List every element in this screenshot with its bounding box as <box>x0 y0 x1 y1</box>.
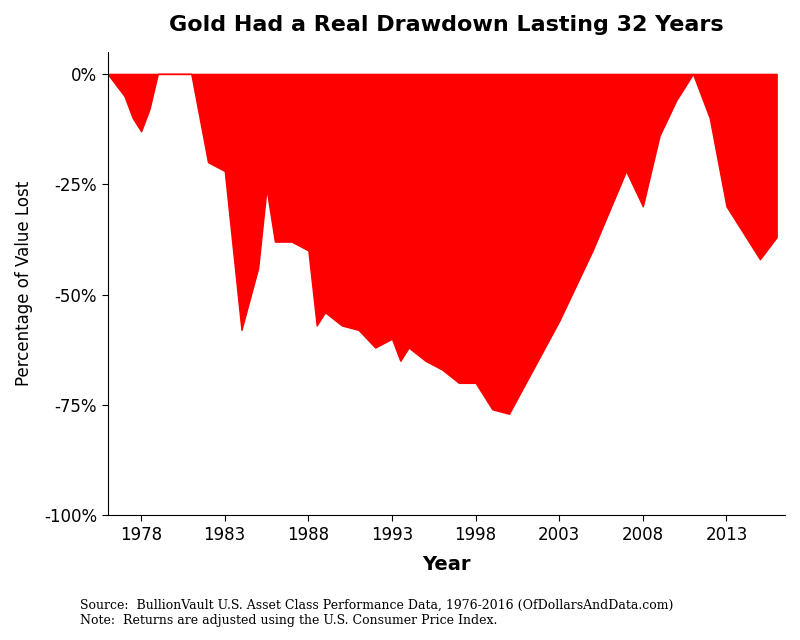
Y-axis label: Percentage of Value Lost: Percentage of Value Lost <box>15 181 33 386</box>
X-axis label: Year: Year <box>422 555 470 574</box>
Text: Source:  BullionVault U.S. Asset Class Performance Data, 1976-2016 (OfDollarsAnd: Source: BullionVault U.S. Asset Class Pe… <box>80 599 674 627</box>
Title: Gold Had a Real Drawdown Lasting 32 Years: Gold Had a Real Drawdown Lasting 32 Year… <box>169 15 724 35</box>
